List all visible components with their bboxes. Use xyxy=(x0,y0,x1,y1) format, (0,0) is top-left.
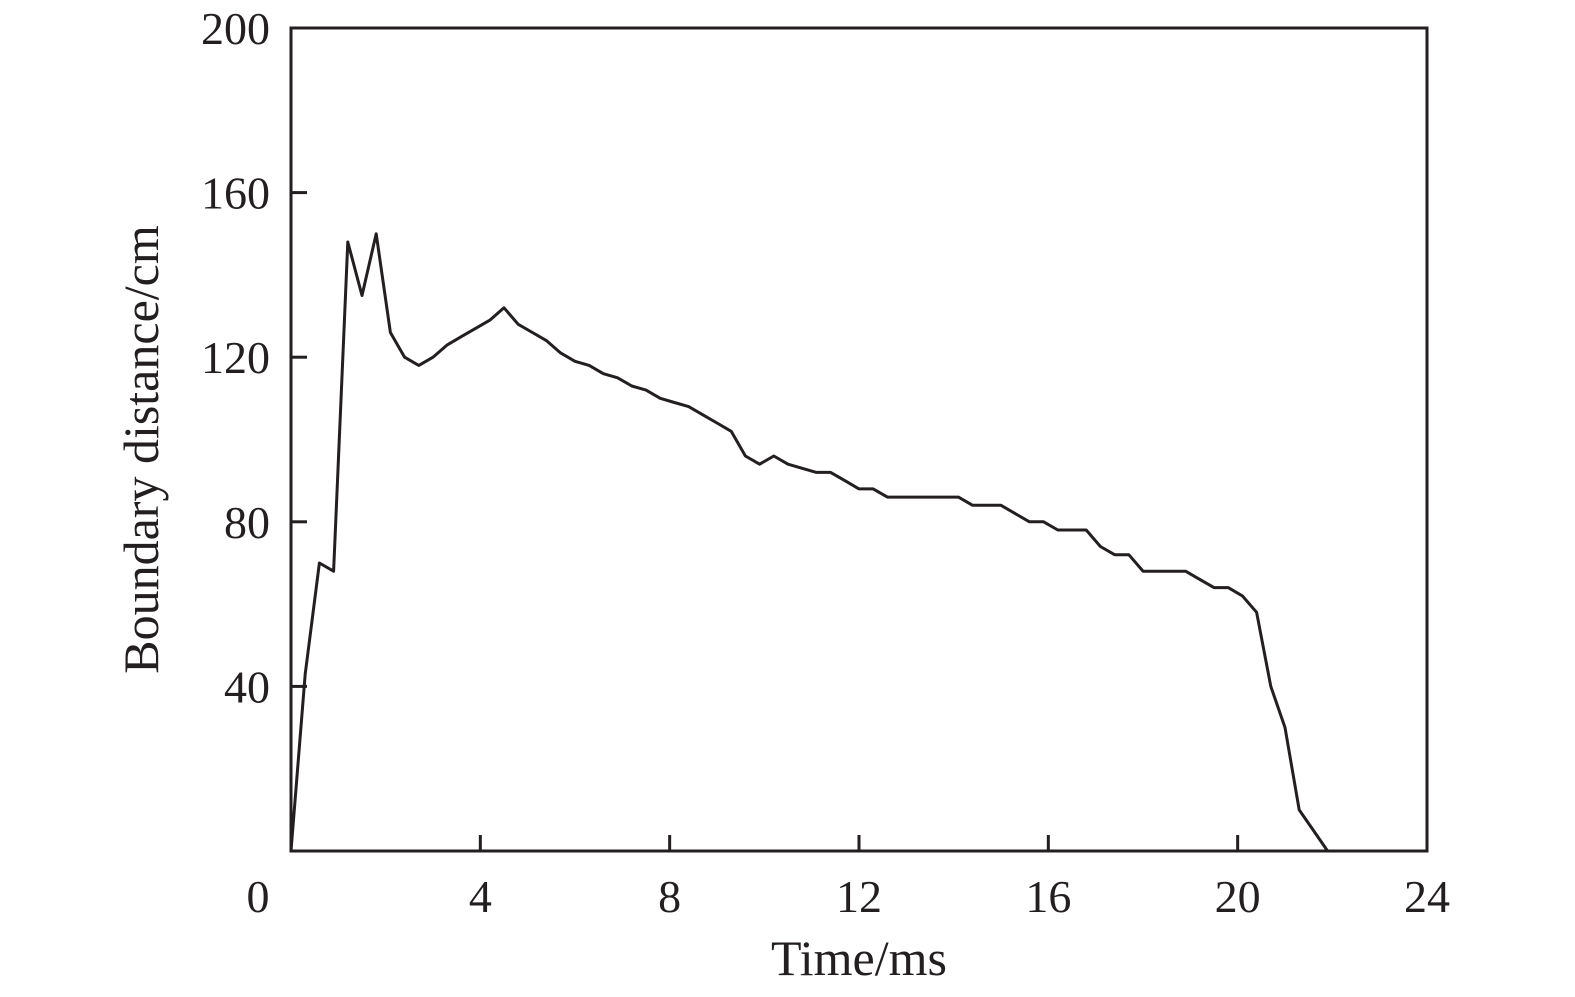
x-tick-label: 4 xyxy=(469,871,492,922)
x-tick-label: 24 xyxy=(1404,871,1450,922)
x-tick-label: 16 xyxy=(1025,871,1071,922)
x-tick-label: 12 xyxy=(836,871,882,922)
x-axis-title: Time/ms xyxy=(771,930,947,986)
y-tick-label: 40 xyxy=(224,661,270,712)
x-axis-tick-labels: 0 4 8 12 16 20 24 xyxy=(247,871,1451,922)
y-axis-title: Boundary distance/cm xyxy=(113,225,169,674)
x-tick-label: 20 xyxy=(1215,871,1261,922)
y-tick-label: 120 xyxy=(201,332,270,383)
x-tick-label: 0 xyxy=(247,871,270,922)
series-line xyxy=(289,232,1329,852)
y-tick-label: 160 xyxy=(201,168,270,219)
y-axis-ticks xyxy=(291,26,307,688)
y-tick-label: 80 xyxy=(224,497,270,548)
y-axis-tick-labels: 40 80 120 160 200 xyxy=(201,3,270,712)
x-tick-label: 8 xyxy=(658,871,681,922)
x-axis-ticks xyxy=(478,835,1240,851)
plot-area-frame xyxy=(289,26,1429,853)
y-tick-label: 200 xyxy=(201,3,270,54)
